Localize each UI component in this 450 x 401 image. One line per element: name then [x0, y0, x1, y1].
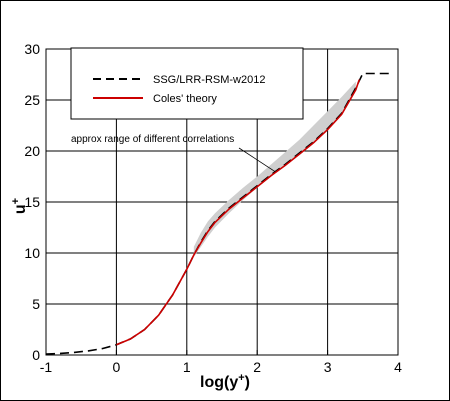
correlation-range-band — [193, 81, 356, 258]
x-tick-label-1: 0 — [113, 359, 121, 375]
x-tick-label-3: 2 — [253, 359, 261, 375]
x-tick-label-0: -1 — [40, 359, 53, 375]
correlation-band-layer — [193, 81, 356, 258]
y-tick-label-5: 25 — [24, 92, 40, 108]
legend: SSG/LRR-RSM-w2012 Coles' theory — [70, 47, 304, 120]
y-tick-label-0: 0 — [32, 347, 40, 363]
legend-label-series-2: Coles' theory — [153, 93, 217, 105]
y-tick-label-1: 5 — [32, 296, 40, 312]
x-tick-label-4: 3 — [324, 359, 332, 375]
x-tick-label-2: 1 — [183, 359, 191, 375]
x-tick-label-5: 4 — [394, 359, 402, 375]
series-layer — [45, 72, 391, 355]
annotation-text: approx range of different correlations — [71, 134, 234, 145]
y-tick-label-3: 15 — [24, 194, 40, 210]
legend-label-series-1: SSG/LRR-RSM-w2012 — [153, 74, 265, 86]
y-tick-label-2: 10 — [24, 245, 40, 261]
legend-box — [70, 47, 304, 120]
annotation-leader-line — [238, 147, 276, 172]
y-axis-title: u+ — [10, 198, 29, 214]
y-tick-label-4: 20 — [24, 143, 40, 159]
x-axis-title: log(y+) — [200, 372, 250, 391]
series-line-2 — [116, 79, 361, 346]
y-tick-label-6: 30 — [24, 41, 40, 57]
